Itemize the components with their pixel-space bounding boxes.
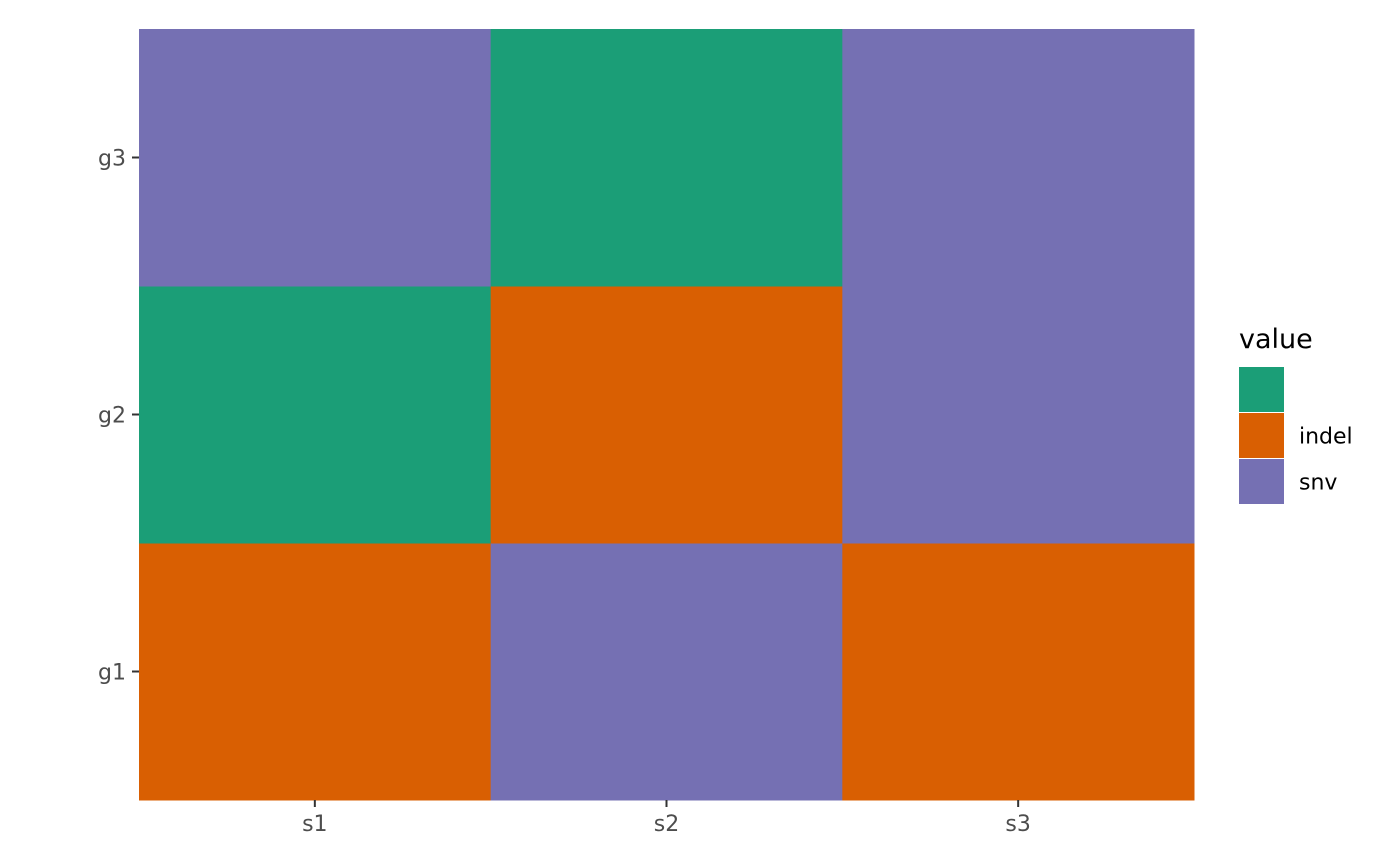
legend-label-snv: snv [1299,471,1337,496]
y-tick-label-g3: g3 [98,147,126,172]
heatmap-cell-s1-g3 [139,29,492,287]
x-tick-label-s1: s1 [302,812,327,837]
legend-entries: indel snv [1239,367,1353,504]
x-tick-label-s3: s3 [1005,812,1030,837]
legend-key-snv [1239,459,1284,504]
heatmap-cell-s1-g2 [139,286,492,544]
legend: value indel snv [1239,324,1353,504]
y-axis: g1 g2 g3 [98,147,139,686]
heatmap-cell-s2-g1 [490,543,843,801]
heatmap-cell-s2-g3 [490,29,843,287]
heatmap-cell-s2-g2 [490,286,843,544]
legend-key-indel [1239,413,1284,458]
plot-panel [139,29,1195,801]
x-tick-label-s2: s2 [654,812,679,837]
y-tick-label-g2: g2 [98,404,126,429]
heatmap-cell-s3-g2 [842,286,1195,544]
legend-title: value [1239,324,1313,355]
heatmap-cell-s3-g3 [842,29,1195,287]
x-axis: s1 s2 s3 [302,800,1031,837]
legend-label-indel: indel [1299,425,1353,450]
y-tick-label-g1: g1 [98,661,126,686]
legend-key-blank [1239,367,1284,412]
heatmap-cell-s1-g1 [139,543,492,801]
heatmap-cell-s3-g1 [842,543,1195,801]
